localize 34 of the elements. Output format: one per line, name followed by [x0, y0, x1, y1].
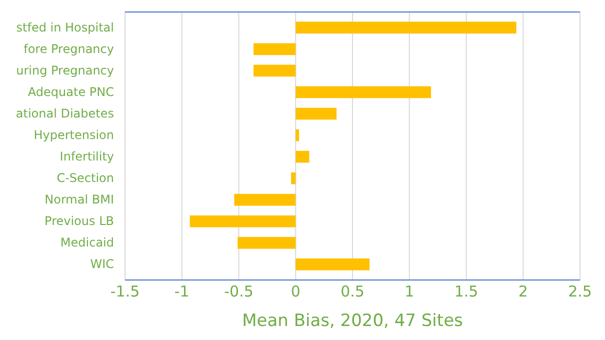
x-tick-label: 1 — [404, 282, 414, 301]
y-tick-label: Normal BMI — [44, 192, 114, 207]
bar — [296, 86, 431, 98]
y-tick-label: ational Diabetes — [16, 106, 114, 121]
bar — [254, 64, 296, 77]
x-tick-label: 2.5 — [568, 282, 592, 301]
y-tick-label: fore Pregnancy — [24, 42, 114, 56]
y-tick-label: Medicaid — [60, 236, 114, 250]
bar — [296, 150, 310, 163]
y-tick-label: stfed in Hospital — [16, 20, 114, 34]
bar — [234, 194, 296, 206]
bar — [296, 258, 370, 270]
bar — [238, 236, 296, 249]
x-tick-label: 0.5 — [340, 282, 364, 301]
bar — [254, 43, 296, 56]
y-tick-label: Infertility — [60, 150, 114, 164]
bar — [296, 108, 337, 120]
y-tick-label: Previous LB — [44, 214, 114, 228]
x-tick-label: 0 — [290, 282, 300, 301]
x-tick-label: -0.5 — [224, 282, 254, 301]
x-tick-label: 1.5 — [454, 282, 478, 301]
y-tick-label: C-Section — [56, 171, 114, 186]
bar — [291, 172, 296, 184]
x-tick-label: -1.5 — [110, 282, 140, 301]
bar — [296, 22, 516, 34]
x-tick-label: 2 — [518, 282, 528, 301]
y-tick-label: WIC — [90, 257, 114, 272]
x-axis-title: Mean Bias, 2020, 47 Sites — [242, 311, 464, 331]
bar — [296, 129, 300, 142]
y-tick-label: Adequate PNC — [28, 85, 114, 100]
x-tick-label: -1 — [174, 282, 190, 301]
y-tick-label: Hypertension — [34, 128, 114, 142]
y-tick-label: uring Pregnancy — [16, 64, 114, 78]
bar — [190, 215, 296, 228]
